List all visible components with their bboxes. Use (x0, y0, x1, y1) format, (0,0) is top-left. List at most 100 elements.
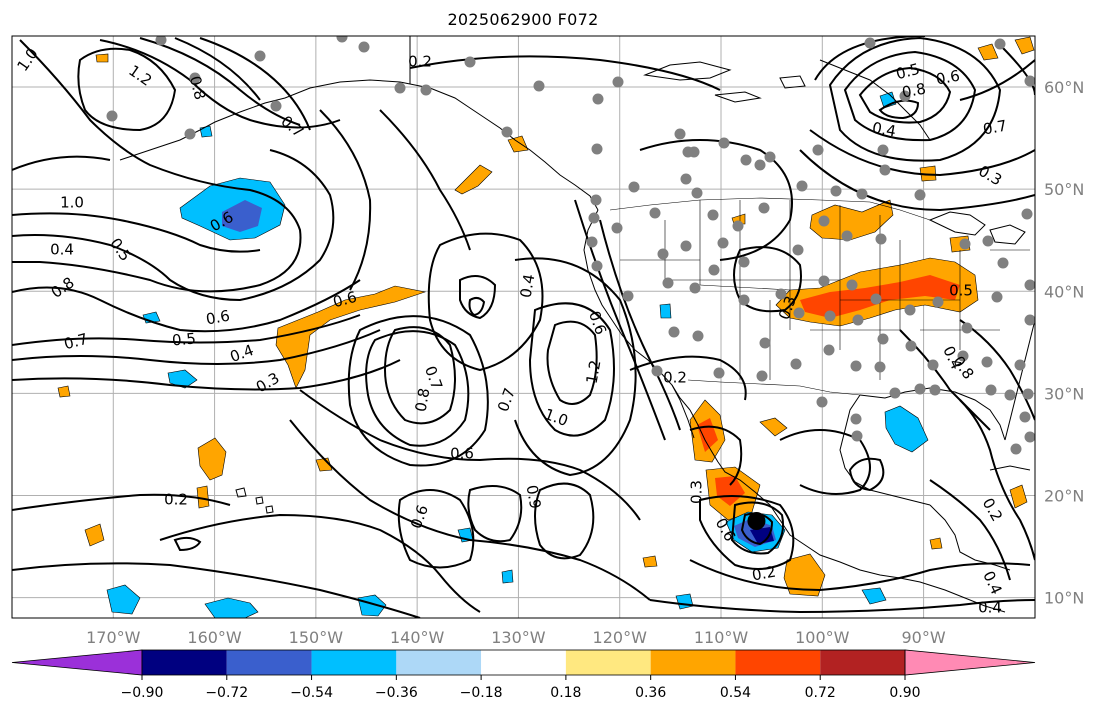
station-dot (718, 137, 730, 149)
storm-center-marker (747, 512, 766, 530)
station-dot (929, 384, 941, 396)
station-dot (586, 236, 598, 248)
colorbar-tick-label: −0.90 (121, 685, 164, 701)
colorbar-extend-low (11, 649, 143, 676)
station-dot (850, 360, 862, 372)
station-dot (846, 279, 858, 291)
station-dot (830, 185, 842, 197)
station-dot (775, 288, 787, 300)
station-markers (106, 36, 1035, 455)
station-dot (649, 207, 661, 219)
station-dot (591, 260, 603, 272)
colorbar-bin (226, 650, 312, 675)
station-dot (464, 56, 476, 68)
station-dot (591, 143, 603, 155)
colorbar-bin (565, 650, 651, 675)
station-dot (592, 93, 604, 105)
station-dot (662, 277, 674, 289)
contour-label: 0.2 (164, 491, 188, 509)
colorbar-bin (396, 650, 482, 675)
station-dot (852, 314, 864, 326)
contour-label: 0.5 (894, 60, 922, 84)
colorbar-tick-label: −0.54 (290, 685, 333, 701)
station-dot (628, 181, 640, 193)
station-dot (899, 90, 911, 102)
station-dot (759, 337, 771, 349)
colorbar-bin (735, 650, 821, 675)
longitude-tick-label: 120°W (593, 628, 648, 647)
station-dot (754, 159, 766, 171)
station-dot (818, 275, 830, 287)
contour-label: 0.4 (978, 599, 1002, 617)
station-dot (877, 333, 889, 345)
colorbar-tick-label: 0.90 (889, 685, 920, 701)
colorbar-bin (481, 650, 566, 675)
colorbar-tick-label: −0.18 (460, 685, 503, 701)
contour-label: 0.8 (412, 387, 434, 414)
station-dot (738, 256, 750, 268)
station-dot (985, 384, 997, 396)
station-dot (879, 164, 891, 176)
contour-label: 0.2 (408, 53, 432, 71)
colorbar-bin (820, 650, 905, 675)
colorbar-bin (311, 650, 397, 675)
station-dot (1010, 443, 1022, 455)
station-dot (961, 322, 973, 334)
station-dot (713, 367, 725, 379)
station-dot (756, 370, 768, 382)
longitude-tick-label: 100°W (795, 628, 850, 647)
station-dot (1014, 359, 1026, 371)
station-dot (358, 41, 370, 53)
latitude-tick-label: 50°N (1044, 180, 1084, 199)
station-dot (1024, 75, 1035, 87)
contour-label: 0.7 (982, 117, 1009, 139)
plot-area (12, 36, 1035, 618)
longitude-tick-label: 90°W (901, 628, 945, 647)
station-dot (824, 310, 836, 322)
latitude-tick-label: 40°N (1044, 282, 1084, 301)
station-dot (823, 344, 835, 356)
station-dot (1022, 388, 1034, 400)
station-dot (856, 188, 868, 200)
station-dot (533, 80, 545, 92)
colorbar-tick-label: −0.36 (375, 685, 418, 701)
contour-label: 1.2 (583, 359, 605, 386)
station-dot (875, 233, 887, 245)
station-dot (841, 230, 853, 242)
station-dot (717, 237, 729, 249)
contour-label: 0.2 (751, 563, 778, 585)
contour-lines (12, 36, 1035, 618)
map-title: 2025062900 F072 (447, 10, 599, 29)
contour-label: 0.6 (450, 445, 474, 463)
longitude-tick-label: 170°W (86, 628, 141, 647)
colorbar-tick-label: 0.36 (635, 685, 666, 701)
station-dot (691, 187, 703, 199)
station-dot (1004, 389, 1016, 401)
latitude-labels: 10°N 20°N 30°N 40°N 50°N 60°N (1044, 78, 1084, 608)
contour-label: 0.6 (331, 288, 359, 312)
colorbar-tick-label: 0.54 (720, 685, 751, 701)
colorbar-bin (142, 650, 227, 675)
contour-label: 0.5 (171, 329, 196, 349)
station-dot (851, 430, 863, 442)
station-dot (106, 110, 118, 122)
colorbar-tick-label: 0.72 (805, 685, 836, 701)
station-dot (796, 180, 808, 192)
station-dot (790, 358, 802, 370)
station-dot (184, 128, 196, 140)
colorbar-frame (141, 649, 906, 676)
station-dot (612, 76, 624, 88)
station-dot (336, 36, 348, 43)
colorbar-tick-labels: −0.90 −0.72 −0.54 −0.36 −0.18 0.18 0.36 0.54 0.7… (121, 675, 921, 701)
contour-label: 0.9 (523, 484, 545, 511)
station-dot (692, 330, 704, 342)
station-dot (793, 307, 805, 319)
contour-label: 0.4 (517, 273, 539, 300)
station-dot (850, 413, 862, 425)
longitude-tick-label: 110°W (694, 628, 749, 647)
contour-label: 0.5 (949, 282, 973, 300)
station-dot (674, 128, 686, 140)
station-dot (189, 72, 201, 84)
station-dot (657, 248, 669, 260)
latitude-tick-label: 60°N (1044, 78, 1084, 97)
